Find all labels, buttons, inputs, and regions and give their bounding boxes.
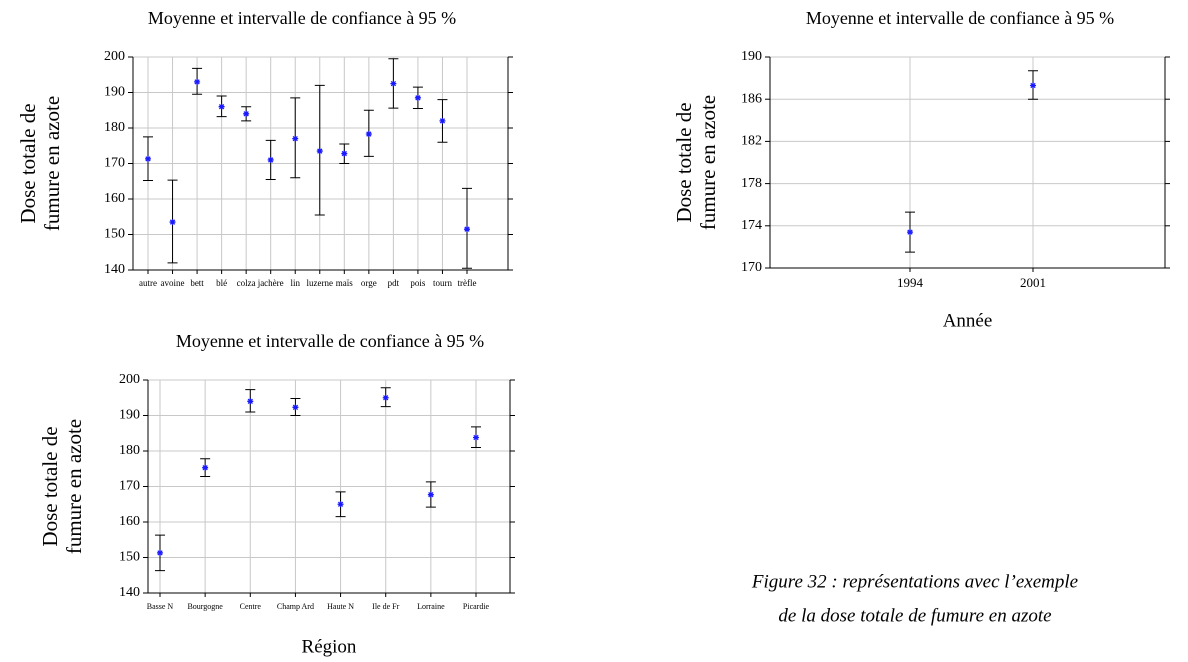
y-tick-label: 186 bbox=[741, 91, 762, 106]
mean-marker bbox=[439, 117, 446, 124]
x-tick-label: tourn bbox=[433, 278, 452, 288]
mean-marker bbox=[390, 80, 397, 87]
x-tick-label: Haute N bbox=[327, 602, 354, 611]
mean-marker bbox=[382, 394, 389, 401]
x-tick-label: orge bbox=[361, 278, 377, 288]
y-tick-label: 170 bbox=[119, 479, 140, 494]
caption: de la dose totale de fumure en azote bbox=[778, 605, 1051, 626]
mean-marker bbox=[218, 103, 225, 110]
x-tick-label: 2001 bbox=[1020, 275, 1046, 290]
x-tick-label: pois bbox=[410, 278, 426, 288]
x-tick-label: colza bbox=[237, 278, 256, 288]
y-tick-label: 160 bbox=[104, 191, 125, 206]
mean-marker bbox=[157, 549, 163, 556]
caption: Figure 32 : représentations avec l’exemp… bbox=[751, 571, 1078, 592]
mean-marker bbox=[202, 464, 209, 471]
y-axis-label: Dose totale de bbox=[672, 102, 696, 222]
y-tick-label: 160 bbox=[119, 514, 140, 529]
chart-title: Moyenne et intervalle de confiance à 95 … bbox=[148, 8, 456, 28]
y-tick-label: 180 bbox=[119, 443, 140, 458]
y-tick-label: 200 bbox=[119, 372, 140, 387]
x-tick-label: Bourgogne bbox=[187, 602, 223, 611]
mean-marker bbox=[316, 148, 323, 155]
mean-marker bbox=[145, 155, 151, 162]
y-axis-label: fumure en azote bbox=[62, 419, 86, 554]
mean-marker bbox=[337, 501, 344, 508]
y-tick-label: 178 bbox=[741, 176, 762, 191]
mean-marker bbox=[473, 434, 479, 441]
y-tick-label: 150 bbox=[119, 550, 140, 565]
mean-marker bbox=[907, 229, 913, 236]
mean-marker bbox=[194, 78, 201, 85]
mean-marker bbox=[427, 491, 434, 498]
y-tick-label: 190 bbox=[119, 408, 140, 423]
y-axis-label: Dose totale de bbox=[38, 426, 62, 546]
x-tick-label: Lorraine bbox=[417, 602, 445, 611]
y-axis-label: Dose totale de bbox=[16, 103, 40, 223]
x-axis-label: Région bbox=[302, 636, 357, 657]
y-tick-label: 190 bbox=[104, 85, 125, 100]
y-axis-label: fumure en azote bbox=[40, 96, 64, 231]
mean-marker bbox=[243, 110, 250, 117]
mean-marker bbox=[247, 398, 254, 405]
y-axis-label: fumure en azote bbox=[696, 95, 720, 230]
mean-marker bbox=[292, 135, 299, 142]
x-tick-label: Picardie bbox=[463, 602, 490, 611]
y-tick-label: 190 bbox=[741, 49, 762, 64]
x-tick-label: maïs bbox=[336, 278, 353, 288]
x-tick-label: lin bbox=[290, 278, 300, 288]
x-tick-label: Champ Ard bbox=[277, 602, 314, 611]
x-tick-label: Basse N bbox=[147, 602, 174, 611]
x-tick-label: jachère bbox=[257, 278, 284, 288]
mean-marker bbox=[267, 156, 274, 163]
y-tick-label: 140 bbox=[119, 585, 140, 600]
mean-marker bbox=[169, 219, 176, 226]
y-tick-label: 182 bbox=[741, 134, 762, 149]
x-tick-label: autre bbox=[139, 278, 157, 288]
y-tick-label: 140 bbox=[104, 262, 125, 277]
y-tick-label: 170 bbox=[104, 156, 125, 171]
chart-title: Moyenne et intervalle de confiance à 95 … bbox=[806, 8, 1114, 28]
y-tick-label: 180 bbox=[104, 120, 125, 135]
x-axis-label: Année bbox=[943, 310, 993, 331]
mean-marker bbox=[1030, 82, 1036, 89]
y-tick-label: 200 bbox=[104, 49, 125, 64]
mean-marker bbox=[341, 150, 348, 157]
x-tick-label: pdt bbox=[388, 278, 400, 288]
x-tick-label: Ile de Fr bbox=[372, 602, 399, 611]
y-tick-label: 174 bbox=[741, 218, 762, 233]
x-tick-label: trèfle bbox=[458, 278, 477, 288]
x-tick-label: bett bbox=[190, 278, 204, 288]
y-tick-label: 150 bbox=[104, 227, 125, 242]
mean-marker bbox=[292, 404, 299, 411]
chart-title: Moyenne et intervalle de confiance à 95 … bbox=[176, 331, 484, 351]
mean-marker bbox=[464, 226, 470, 233]
y-tick-label: 170 bbox=[741, 260, 762, 275]
mean-marker bbox=[414, 94, 421, 101]
x-tick-label: 1994 bbox=[897, 275, 924, 290]
x-tick-label: luzerne bbox=[307, 278, 333, 288]
x-tick-label: avoine bbox=[161, 278, 185, 288]
x-tick-label: blé bbox=[216, 278, 227, 288]
x-tick-label: Centre bbox=[240, 602, 262, 611]
mean-marker bbox=[365, 131, 372, 138]
